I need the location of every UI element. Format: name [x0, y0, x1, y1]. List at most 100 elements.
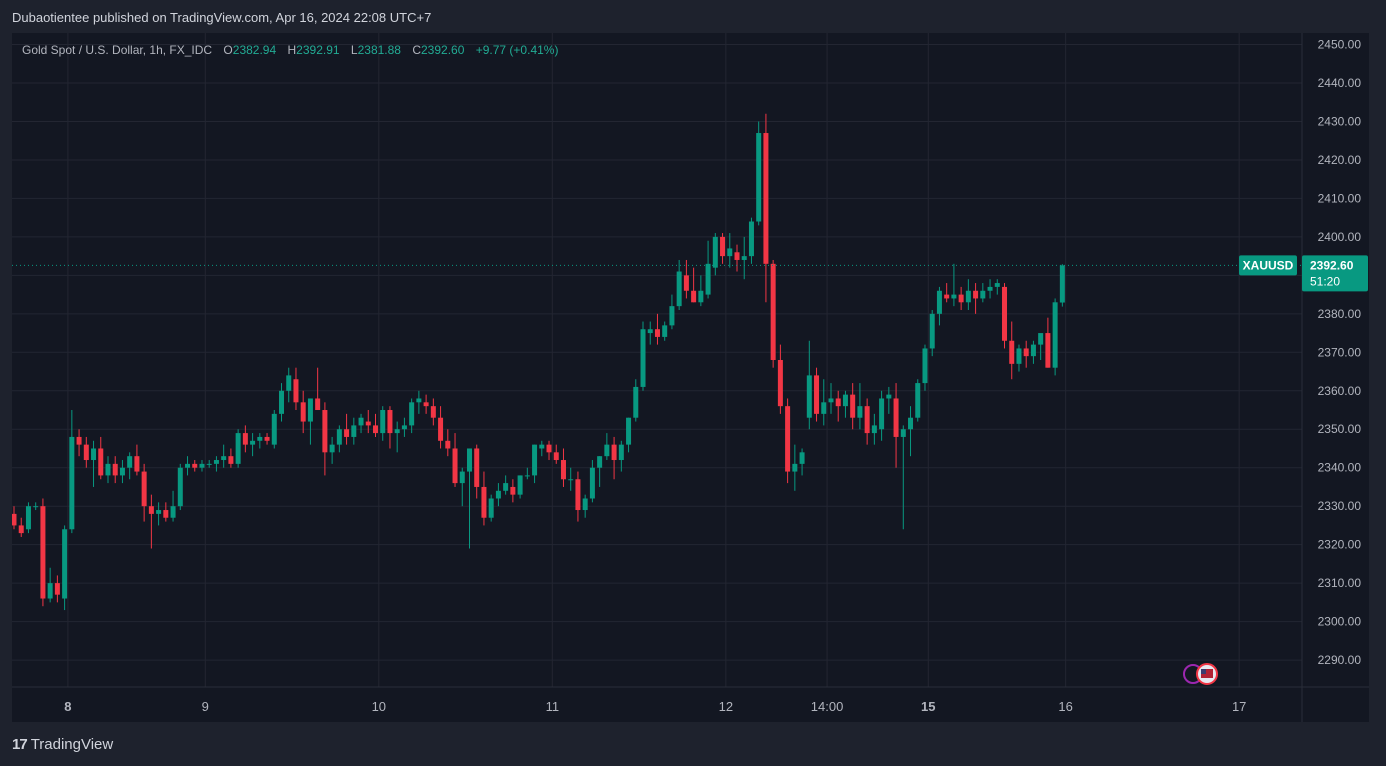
- candle-body: [900, 429, 906, 437]
- candle-body: [929, 313, 935, 349]
- x-tick-label: 16: [1058, 699, 1072, 714]
- candle-body: [734, 252, 740, 260]
- candle-body: [76, 436, 82, 445]
- chart-frame[interactable]: 2290.00 2300.00 2310.00 2320.00 2330.00 2340.…: [12, 33, 1369, 722]
- candle-body: [517, 475, 523, 495]
- candle-body: [799, 452, 805, 464]
- candle-body: [12, 513, 17, 526]
- candle-body: [691, 290, 697, 303]
- candle-body: [539, 444, 545, 449]
- us-flag-canton-icon: [1201, 669, 1206, 674]
- candle-body: [676, 271, 682, 307]
- candle-body: [445, 440, 451, 449]
- candle-body: [33, 506, 39, 508]
- x-tick-label: 8: [64, 699, 71, 714]
- candle-body: [358, 417, 364, 426]
- candle-body: [821, 402, 827, 414]
- candle-body: [850, 394, 856, 418]
- candle-body: [54, 583, 60, 595]
- candle-body: [662, 325, 668, 337]
- y-tick-label: 2360.00: [1318, 384, 1362, 398]
- candle-body: [47, 583, 53, 599]
- candle-body: [250, 440, 256, 445]
- tradingview-logo-icon: 17: [12, 736, 28, 753]
- candle-body: [438, 417, 444, 441]
- candle-body: [401, 425, 407, 430]
- candle-body: [271, 413, 277, 445]
- candle-body: [879, 398, 885, 430]
- x-tick-label: 17: [1232, 699, 1246, 714]
- candle-body: [1016, 348, 1022, 364]
- candle-body: [279, 390, 285, 414]
- candle-body: [213, 460, 219, 464]
- candle-body: [344, 429, 350, 437]
- ticker-badge-label: XAUUSD: [1243, 258, 1294, 272]
- candle-body: [785, 406, 791, 472]
- candle-body: [597, 456, 603, 468]
- y-tick-label: 2290.00: [1318, 653, 1362, 667]
- candle-body: [466, 448, 472, 472]
- candle-body: [828, 398, 834, 403]
- candle-body: [748, 221, 754, 257]
- candle-body: [864, 406, 870, 434]
- candle-body: [777, 360, 783, 407]
- candle-body: [495, 490, 501, 499]
- candle-body: [148, 506, 154, 514]
- candle-body: [474, 448, 480, 487]
- y-tick-label: 2350.00: [1318, 422, 1362, 436]
- y-tick-label: 2450.00: [1318, 38, 1362, 52]
- candle-body: [575, 479, 581, 511]
- candle-body: [560, 460, 566, 480]
- low-label: L: [350, 43, 358, 57]
- high-value: 2392.91: [296, 43, 340, 57]
- candle-body: [242, 433, 248, 445]
- candle-body: [503, 483, 509, 491]
- high-label: H: [287, 43, 297, 57]
- x-tick-label: 10: [372, 699, 386, 714]
- candle-body: [83, 444, 89, 461]
- candle-body: [329, 444, 335, 453]
- brand-name: TradingView: [30, 736, 114, 753]
- candle-body: [1023, 348, 1029, 357]
- y-tick-label: 2410.00: [1318, 191, 1362, 205]
- y-tick-label: 2370.00: [1318, 345, 1362, 359]
- x-tick-label: 14:00: [811, 699, 844, 714]
- candle-body: [705, 263, 711, 295]
- y-tick-label: 2320.00: [1318, 538, 1362, 552]
- candle-body: [235, 433, 241, 464]
- candle-body: [510, 486, 516, 495]
- candle-body: [221, 456, 227, 461]
- candle-body: [546, 444, 552, 453]
- candle-body: [257, 436, 263, 441]
- candle-body: [647, 329, 653, 334]
- candle-body: [893, 398, 899, 437]
- brand-footer[interactable]: 17 TradingView: [12, 736, 113, 753]
- candle-body: [669, 306, 675, 326]
- y-tick-label: 2340.00: [1318, 461, 1362, 475]
- candle-body: [936, 290, 942, 314]
- candle-body: [394, 429, 400, 434]
- y-tick-label: 2310.00: [1318, 576, 1362, 590]
- y-tick-label: 2400.00: [1318, 230, 1362, 244]
- candle-body: [720, 236, 726, 257]
- candle-body: [409, 402, 415, 426]
- publish-info: Dubaotientee published on TradingView.co…: [12, 10, 432, 25]
- candle-body: [452, 448, 458, 484]
- candle-body: [365, 421, 371, 426]
- candle-body: [170, 506, 176, 518]
- candle-body: [430, 406, 436, 418]
- candle-body: [488, 498, 494, 518]
- candle-body: [814, 375, 820, 414]
- ohlc-legend: Gold Spot / U.S. Dollar, 1h, FX_IDC O238…: [22, 43, 566, 57]
- close-label: C: [412, 43, 421, 57]
- candle-body: [40, 506, 46, 599]
- candle-body: [18, 525, 24, 534]
- candle-body: [62, 529, 68, 599]
- candlestick-chart[interactable]: 2290.00 2300.00 2310.00 2320.00 2330.00 2340.…: [12, 33, 1369, 722]
- candle-body: [416, 398, 422, 403]
- candle-body: [25, 506, 31, 530]
- price-badge-value: 2392.60: [1310, 258, 1354, 272]
- candle-body: [264, 436, 270, 441]
- open-value: 2382.94: [232, 43, 277, 57]
- candle-body: [633, 386, 639, 418]
